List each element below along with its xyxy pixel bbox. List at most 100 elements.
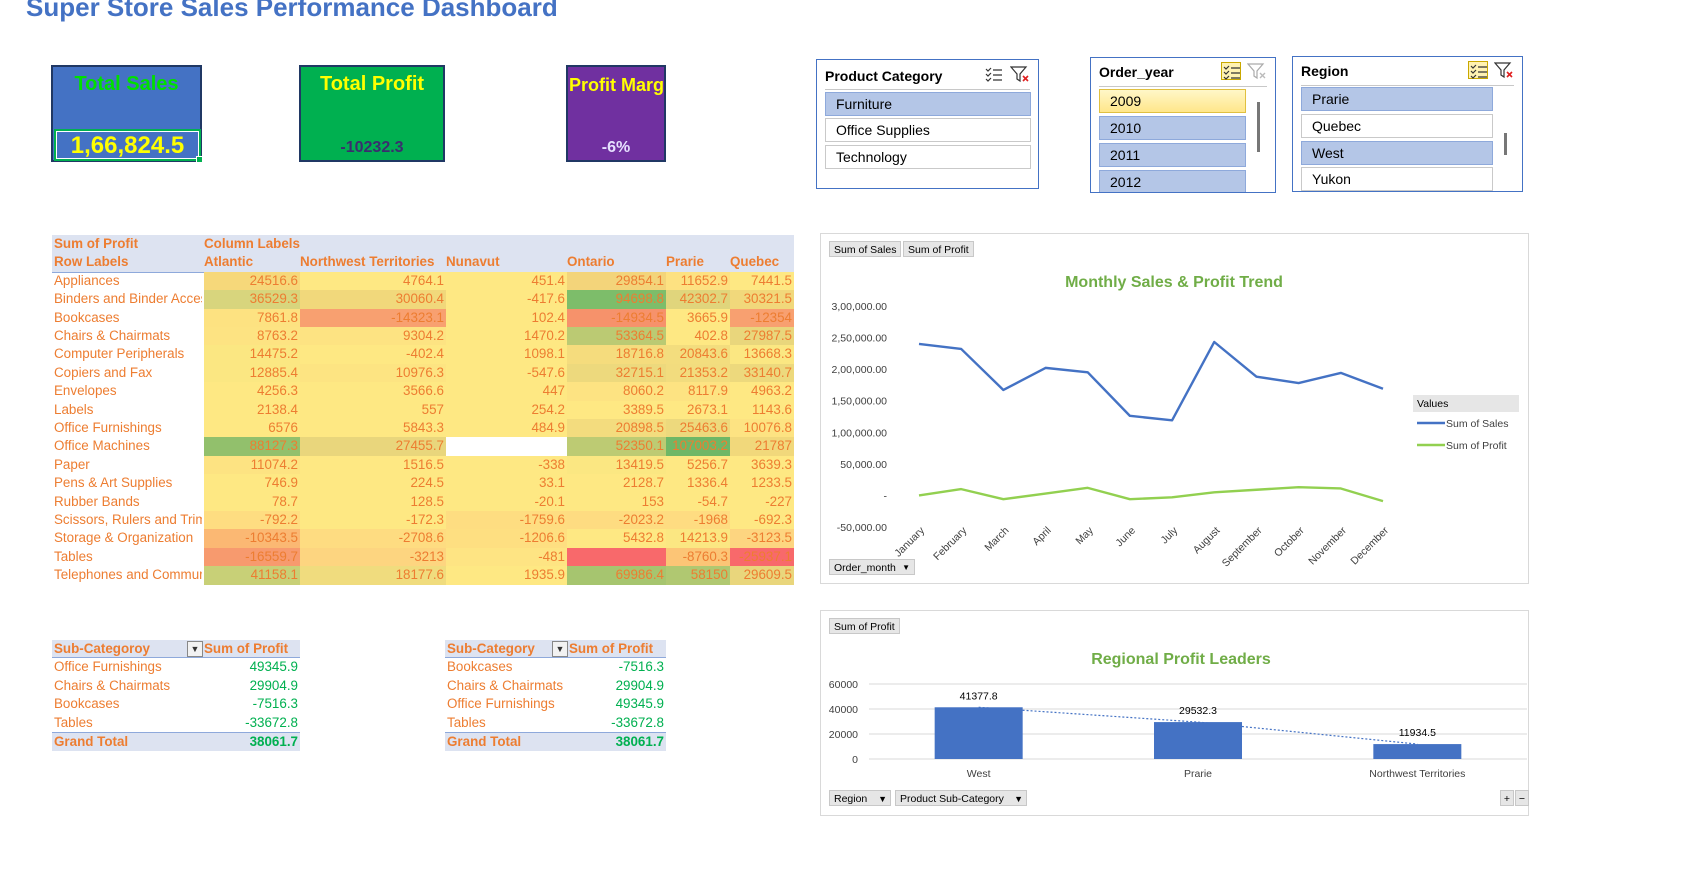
slicer-scrollbar[interactable] [1257, 102, 1260, 152]
pivot-cell[interactable]: 20898.5 [567, 419, 666, 438]
multi-select-icon[interactable] [1468, 61, 1488, 79]
subcat-value[interactable]: -7516.3 [618, 659, 664, 675]
slicer-item-prarie[interactable]: Prarie [1301, 87, 1493, 111]
pivot-cell[interactable]: 14213.9 [666, 529, 730, 548]
pivot-cell[interactable]: 2128.7 [567, 474, 666, 493]
pivot-cell[interactable]: 4963.2 [730, 382, 794, 401]
slicer-item-west[interactable]: West [1301, 141, 1493, 165]
sum-of-profit-button[interactable]: Sum of Profit [903, 241, 974, 257]
pivot-cell[interactable]: 557 [300, 400, 446, 419]
pivot-cell[interactable]: 24516.6 [204, 271, 300, 291]
pivot-cell[interactable]: 402.8 [666, 327, 730, 346]
subcat-value[interactable]: -33672.8 [611, 714, 664, 730]
subcat-value[interactable]: -33672.8 [245, 714, 298, 730]
subcat-value[interactable]: -7516.3 [252, 696, 298, 712]
pivot-cell[interactable]: 32715.1 [567, 363, 666, 383]
pivot-cell[interactable]: 224.5 [300, 474, 446, 493]
pivot-cell[interactable]: 1098.1 [446, 345, 567, 364]
pivot-cell[interactable]: -54.7 [666, 492, 730, 511]
multi-select-icon[interactable] [1221, 62, 1241, 80]
product-subcategory-filter-button[interactable]: Product Sub-Category ▼ [895, 790, 1027, 806]
clear-filter-icon[interactable] [1009, 65, 1030, 83]
expand-field-button[interactable]: + [1500, 790, 1514, 806]
pivot-cell[interactable]: 254.2 [446, 400, 567, 419]
pivot-cell[interactable]: -20.1 [446, 492, 567, 511]
pivot-cell[interactable]: -338 [446, 455, 567, 475]
slicer-scrollbar[interactable] [1504, 133, 1507, 155]
pivot-cell[interactable]: 746.9 [204, 474, 300, 493]
sort-filter-icon[interactable]: ▼ [552, 641, 568, 657]
pivot-cell[interactable]: 10076.8 [730, 419, 794, 438]
pivot-cell[interactable]: 5843.3 [300, 419, 446, 438]
pivot-cell[interactable]: 42302.7 [666, 290, 730, 309]
pivot-row-label[interactable]: Appliances [54, 272, 120, 288]
pivot-cell[interactable]: 128.5 [300, 492, 446, 511]
pivot-cell[interactable]: 1516.5 [300, 455, 446, 475]
pivot-cell[interactable]: 12885.4 [204, 363, 300, 383]
pivot-cell[interactable]: 13419.5 [567, 455, 666, 475]
pivot-cell[interactable]: 30321.5 [730, 290, 794, 309]
pivot-cell[interactable] [567, 547, 666, 567]
pivot-cell[interactable]: -8760.3 [666, 547, 730, 567]
pivot-cell[interactable]: 3665.9 [666, 308, 730, 327]
subcat-label[interactable]: Office Furnishings [447, 696, 555, 712]
pivot-cell[interactable]: 8763.2 [204, 327, 300, 346]
pivot-cell[interactable]: -25937.1 [730, 547, 794, 567]
pivot-row-labels[interactable]: Row Labels [54, 254, 129, 270]
pivot-cell[interactable]: -481 [446, 547, 567, 567]
pivot-cell[interactable]: 451.4 [446, 271, 567, 291]
pivot-cell[interactable]: -172.3 [300, 511, 446, 530]
pivot-cell[interactable]: 8060.2 [567, 382, 666, 401]
pivot-cell[interactable]: 10976.3 [300, 363, 446, 383]
pivot-row-label[interactable]: Scissors, Rulers and Trim [54, 512, 202, 527]
pivot-cell[interactable]: -12354 [730, 308, 794, 327]
pivot-cell[interactable]: 36529.3 [204, 290, 300, 309]
pivot-cell[interactable]: -402.4 [300, 345, 446, 364]
pivot-row-label[interactable]: Chairs & Chairmats [54, 328, 171, 343]
pivot-cell[interactable]: 20843.6 [666, 345, 730, 364]
pivot-cell[interactable]: 3639.3 [730, 455, 794, 475]
subcat-label[interactable]: Bookcases [447, 659, 513, 675]
pivot-cell[interactable]: -692.3 [730, 511, 794, 530]
pivot-cell[interactable]: 7861.8 [204, 308, 300, 327]
pivot-cell[interactable]: 41158.1 [204, 566, 300, 585]
pivot-cell[interactable]: -2023.2 [567, 511, 666, 530]
pivot-row-label[interactable]: Copiers and Fax [54, 364, 153, 380]
pivot-cell[interactable]: -547.6 [446, 363, 567, 383]
region-slicer[interactable]: Region Prarie Quebec West Yukon [1292, 56, 1523, 192]
pivot-cell[interactable]: 4256.3 [204, 382, 300, 401]
pivot-row-label[interactable]: Rubber Bands [54, 493, 140, 509]
slicer-item-technology[interactable]: Technology [825, 145, 1031, 169]
subcat-label[interactable]: Tables [447, 714, 486, 730]
pivot-cell[interactable]: 52350.1 [567, 437, 666, 456]
pivot-cell[interactable]: 5256.7 [666, 455, 730, 475]
pivot-row-label[interactable]: Office Furnishings [54, 420, 162, 435]
pivot-cell[interactable]: 9304.2 [300, 327, 446, 346]
pivot-cell[interactable]: -1759.6 [446, 511, 567, 530]
pivot-cell[interactable]: -3213 [300, 547, 446, 567]
pivot-row-label[interactable]: Labels [54, 401, 94, 417]
collapse-field-button[interactable]: − [1515, 790, 1529, 806]
pivot-cell[interactable]: 6576 [204, 419, 300, 438]
pivot-cell[interactable]: 21787 [730, 437, 794, 456]
pivot-cell[interactable]: 107003.2 [666, 437, 730, 456]
pivot-cell[interactable]: 7441.5 [730, 271, 794, 291]
pivot-cell[interactable] [446, 437, 567, 456]
pivot-cell[interactable]: -14323.1 [300, 308, 446, 327]
pivot-row-label[interactable]: Envelopes [54, 383, 117, 399]
slicer-item-furniture[interactable]: Furniture [825, 92, 1031, 116]
order-year-slicer[interactable]: Order_year 2009 2010 2011 2012 [1090, 57, 1276, 193]
slicer-item-2009[interactable]: 2009 [1099, 89, 1246, 113]
pivot-cell[interactable]: 94698.8 [567, 290, 666, 309]
pivot-cell[interactable]: -2708.6 [300, 529, 446, 548]
pivot-cell[interactable]: -227 [730, 492, 794, 511]
cell-fill-handle[interactable] [196, 156, 203, 163]
pivot-cell[interactable]: -16559.7 [204, 547, 300, 567]
slicer-item-2012[interactable]: 2012 [1099, 170, 1246, 192]
slicer-item-quebec[interactable]: Quebec [1301, 114, 1493, 138]
pivot-cell[interactable]: 69986.4 [567, 566, 666, 585]
pivot-cell[interactable]: 25463.6 [666, 419, 730, 438]
pivot-row-label[interactable]: Paper [54, 456, 90, 472]
pivot-row-label[interactable]: Office Machines [54, 438, 150, 454]
pivot-cell[interactable]: 8117.9 [666, 382, 730, 401]
